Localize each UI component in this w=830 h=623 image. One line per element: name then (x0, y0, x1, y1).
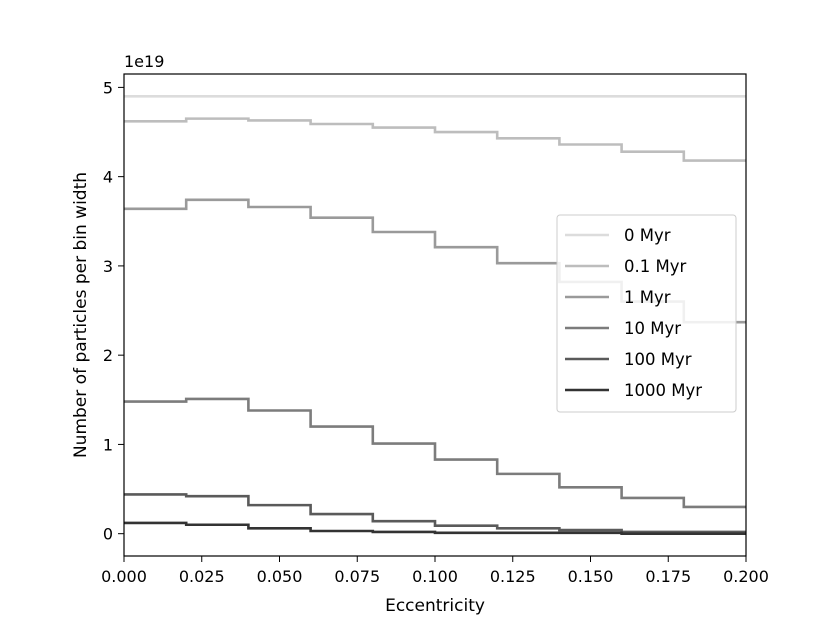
legend-label: 100 Myr (624, 350, 692, 369)
x-tick-label: 0.100 (412, 567, 458, 586)
series-layer (124, 95, 746, 535)
series-line-1 (124, 117, 746, 162)
legend-label: 1 Myr (624, 288, 671, 307)
x-tick-label: 0.150 (568, 567, 614, 586)
x-tick-label: 0.200 (723, 567, 769, 586)
x-tick-label: 0.075 (334, 567, 380, 586)
y-tick-label: 0 (103, 525, 113, 544)
y-axis: 0 1 2 3 4 5 (103, 78, 124, 544)
x-axis: 0.000 0.025 0.050 0.075 0.100 0.125 0.150 0.175… (101, 556, 769, 586)
x-tick-label: 0.125 (490, 567, 536, 586)
x-axis-label: Eccentricity (385, 596, 485, 616)
y-tick-label: 2 (103, 346, 113, 365)
legend-label: 1000 Myr (624, 381, 702, 400)
legend-label: 0.1 Myr (624, 257, 686, 276)
x-tick-label: 0.050 (257, 567, 303, 586)
series-line-3 (124, 397, 746, 509)
y-offset-label: 1e19 (124, 52, 164, 71)
y-tick-label: 1 (103, 435, 113, 454)
y-axis-label: Number of particles per bin width (71, 172, 91, 458)
series-line-5 (124, 521, 746, 535)
x-tick-label: 0.175 (645, 567, 691, 586)
legend: 0 Myr 0.1 Myr 1 Myr 10 Myr 100 Myr 1000 Myr (556, 214, 737, 413)
legend-label: 10 Myr (624, 319, 681, 338)
y-tick-label: 5 (103, 78, 113, 97)
y-tick-label: 3 (103, 257, 113, 276)
x-tick-label: 0.025 (179, 567, 225, 586)
x-tick-label: 0.000 (101, 567, 147, 586)
y-tick-label: 4 (103, 168, 113, 187)
series-line-4 (124, 493, 746, 534)
legend-label: 0 Myr (624, 226, 671, 245)
legend-box (556, 214, 737, 413)
